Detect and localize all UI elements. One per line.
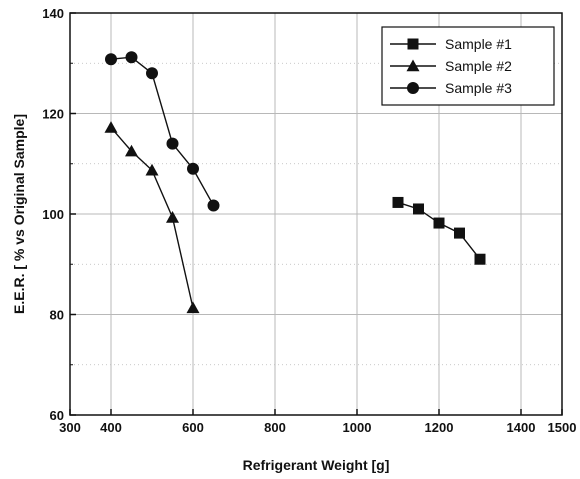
data-point-series-3 [125, 51, 138, 64]
x-axis-ticks: 300 400 600 800 1000 1200 1400 1500 [59, 409, 576, 435]
data-point-series-3 [207, 199, 220, 212]
x-tick-label: 1500 [548, 420, 577, 435]
data-point-series-2 [104, 121, 118, 133]
data-point-series-1 [474, 253, 486, 265]
legend-label: Sample #3 [445, 80, 512, 96]
y-axis-ticks: 60 80 100 120 140 [42, 6, 76, 423]
y-tick-label: 60 [50, 408, 64, 423]
data-point-series-3 [187, 162, 199, 175]
x-axis-title: Refrigerant Weight [g] [243, 457, 390, 473]
x-tick-label: 300 [59, 420, 81, 435]
x-tick-label: 1000 [343, 420, 372, 435]
legend-label: Sample #1 [445, 36, 512, 52]
legend-marker [406, 59, 420, 72]
x-tick-label: 400 [100, 420, 122, 435]
data-point-series-3 [105, 53, 117, 66]
x-tick-label: 1400 [507, 420, 536, 435]
y-tick-label: 120 [42, 107, 64, 122]
x-tick-label: 1200 [425, 420, 454, 435]
data-point-series-1 [392, 196, 404, 208]
data-point-series-2 [145, 163, 159, 176]
data-point-series-2 [166, 211, 179, 223]
legend: Sample #1 Sample #2 Sample #3 [381, 26, 555, 106]
data-point-series-3 [146, 67, 158, 80]
data-point-series-2 [125, 144, 138, 157]
x-tick-label: 800 [264, 420, 286, 435]
legend-marker [407, 38, 419, 50]
x-tick-label: 600 [182, 420, 204, 435]
legend-marker [407, 82, 419, 94]
legend-label: Sample #2 [445, 58, 512, 74]
data-point-series-1 [413, 203, 424, 215]
y-tick-label: 100 [42, 207, 64, 222]
y-tick-label: 80 [50, 308, 64, 323]
data-point-series-1 [433, 217, 445, 229]
y-axis-title: E.E.R. [ % vs Original Sample] [11, 114, 27, 314]
y-tick-label: 140 [42, 6, 64, 21]
data-point-series-3 [166, 137, 179, 150]
data-point-series-1 [454, 227, 465, 239]
data-point-series-2 [186, 301, 200, 314]
data-points [104, 51, 486, 314]
